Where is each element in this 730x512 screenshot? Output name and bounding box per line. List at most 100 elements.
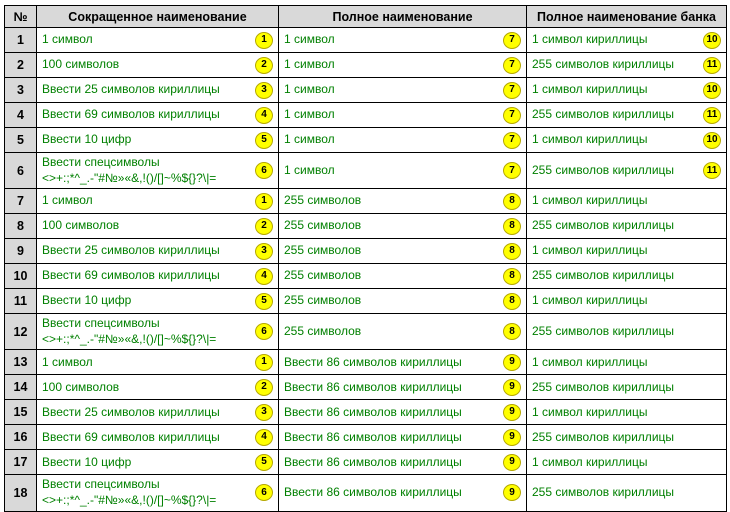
bank-name-cell-text: 255 символов кириллицы [532, 162, 675, 177]
row-number: 4 [4, 102, 37, 128]
full-name-cell: 255 символов 8 [278, 213, 527, 240]
col-header-bank: Полное наименование банка [526, 5, 727, 28]
full-name-cell-text: Ввести 86 символов кириллицы [284, 404, 462, 419]
step-number-badge: 2 [255, 378, 273, 396]
short-name-cell-text: Ввести 25 символов кириллицы [42, 82, 220, 97]
row-number: 10 [4, 263, 37, 290]
full-name-cell-text: 255 символов [284, 323, 362, 338]
table-row: 13 1 символ 1 Ввести 86 символов кириллицы 9… [4, 349, 727, 376]
full-name-cell: Ввести 86 символов кириллицы 9 [278, 374, 527, 401]
short-name-cell-text: Ввести 10 цифр [42, 293, 132, 308]
row-number: 5 [4, 127, 37, 153]
step-number-badge: 5 [255, 292, 273, 310]
full-name-cell-text: Ввести 86 символов кириллицы [284, 454, 462, 469]
row-number: 9 [4, 238, 37, 265]
full-name-cell: 1 символ 7 [278, 102, 527, 128]
step-number-badge: 11 [703, 56, 721, 74]
step-number-badge: 9 [503, 453, 521, 471]
short-name-cell: Ввести спецсимволы <>+:;*^_.-"#№»«&,!()/… [36, 474, 279, 512]
bank-name-cell: 255 символов кириллицы [526, 213, 727, 240]
short-name-cell: Ввести спецсимволы <>+:;*^_.-"#№»«&,!()/… [36, 313, 279, 351]
row-number: 18 [4, 474, 37, 512]
step-number-badge: 1 [255, 192, 273, 210]
step-number-badge: 8 [503, 267, 521, 285]
row-number: 16 [4, 424, 37, 451]
table-row: 7 1 символ 1 255 символов 8 1 символ кириллиц… [4, 188, 727, 215]
step-number-badge: 11 [703, 162, 721, 180]
short-name-cell-text: 1 символ [42, 193, 93, 208]
row-number: 12 [4, 313, 37, 351]
table-row: 3 Ввести 25 символов кириллицы 3 1 символ 7 1… [4, 77, 727, 103]
bank-name-cell: 1 символ кириллицы 10 [526, 77, 727, 103]
full-name-cell-text: Ввести 86 символов кириллицы [284, 429, 462, 444]
step-number-badge: 9 [503, 484, 521, 502]
bank-name-cell: 255 символов кириллицы 11 [526, 151, 727, 190]
step-number-badge: 5 [255, 453, 273, 471]
short-name-cell: Ввести 69 символов кириллицы 4 [36, 263, 279, 290]
step-number-badge: 2 [255, 217, 273, 235]
short-name-cell-text: Ввести 25 символов кириллицы [42, 243, 220, 258]
table-row: 15 Ввести 25 символов кириллицы 3 Ввести 86… [4, 399, 727, 426]
step-number-badge: 1 [255, 31, 273, 49]
bank-name-cell: 255 символов кириллицы [526, 374, 727, 401]
full-name-cell-text: Ввести 86 символов кириллицы [284, 354, 462, 369]
full-name-cell: 1 символ 7 [278, 151, 527, 190]
full-name-cell-text: 255 символов [284, 268, 362, 283]
step-number-badge: 8 [503, 192, 521, 210]
bank-name-cell-text: 1 символ кириллицы [532, 32, 648, 47]
bank-name-cell-text: 255 символов кириллицы [532, 57, 675, 72]
short-name-cell-text: 1 символ [42, 354, 93, 369]
row-number: 8 [4, 213, 37, 240]
table-row: 5 Ввести 10 цифр 5 1 символ 7 1 символ кирилл… [4, 127, 727, 153]
short-name-cell-text: 100 символов [42, 57, 120, 72]
short-name-cell: Ввести 25 символов кириллицы 3 [36, 238, 279, 265]
row-number: 1 [4, 27, 37, 53]
short-name-cell: 1 символ 1 [36, 27, 279, 53]
full-name-cell: 255 символов 8 [278, 288, 527, 315]
row-number: 2 [4, 52, 37, 78]
full-name-cell-text: 1 символ [284, 107, 335, 122]
bank-name-cell: 1 символ кириллицы [526, 349, 727, 376]
step-number-badge: 8 [503, 242, 521, 260]
bank-name-cell-text: 255 символов кириллицы [532, 218, 675, 233]
full-name-cell: 255 символов 8 [278, 238, 527, 265]
step-number-badge: 4 [255, 428, 273, 446]
short-name-cell: Ввести спецсимволы <>+:;*^_.-"#№»«&,!()/… [36, 151, 279, 190]
row-number: 13 [4, 349, 37, 376]
bank-name-cell-text: 255 символов кириллицы [532, 323, 675, 338]
short-name-cell: Ввести 10 цифр 5 [36, 127, 279, 153]
row-number: 6 [4, 151, 37, 190]
bank-name-cell-text: 255 символов кириллицы [532, 268, 675, 283]
full-name-cell: Ввести 86 символов кириллицы 9 [278, 349, 527, 376]
full-name-cell-text: 255 символов [284, 243, 362, 258]
step-number-badge: 1 [255, 353, 273, 371]
full-name-cell: 255 символов 8 [278, 313, 527, 351]
bank-name-cell: 255 символов кириллицы 11 [526, 52, 727, 78]
short-name-cell-text: Ввести 10 цифр [42, 454, 132, 469]
step-number-badge: 2 [255, 56, 273, 74]
step-number-badge: 7 [503, 81, 521, 99]
table-row: 12 Ввести спецсимволы <>+:;*^_.-"#№»«&,!(… [4, 313, 727, 351]
full-name-cell-text: 255 символов [284, 193, 362, 208]
table-row: 2 100 символов 2 1 символ 7 255 символов кири… [4, 52, 727, 78]
step-number-badge: 4 [255, 106, 273, 124]
table-row: 6 Ввести спецсимволы <>+:;*^_.-"#№»«&,!()… [4, 151, 727, 190]
step-number-badge: 8 [503, 292, 521, 310]
row-number: 3 [4, 77, 37, 103]
row-number: 14 [4, 374, 37, 401]
step-number-badge: 7 [503, 31, 521, 49]
bank-name-cell: 1 символ кириллицы [526, 288, 727, 315]
bank-name-cell-text: 1 символ кириллицы [532, 354, 648, 369]
step-number-badge: 5 [255, 131, 273, 149]
table-row: 14 100 символов 2 Ввести 86 символов кирилл… [4, 374, 727, 401]
table-row: 11 Ввести 10 цифр 5 255 символов 8 1 символ к… [4, 288, 727, 315]
bank-name-cell-text: 1 символ кириллицы [532, 454, 648, 469]
bank-name-cell: 1 символ кириллицы [526, 399, 727, 426]
short-name-cell-text: Ввести 69 символов кириллицы [42, 268, 220, 283]
full-name-cell-text: 1 символ [284, 57, 335, 72]
short-name-cell: 100 символов 2 [36, 374, 279, 401]
step-number-badge: 6 [255, 484, 273, 502]
step-number-badge: 3 [255, 81, 273, 99]
bank-name-cell-text: 255 символов кириллицы [532, 485, 675, 500]
full-name-cell-text: 255 символов [284, 293, 362, 308]
